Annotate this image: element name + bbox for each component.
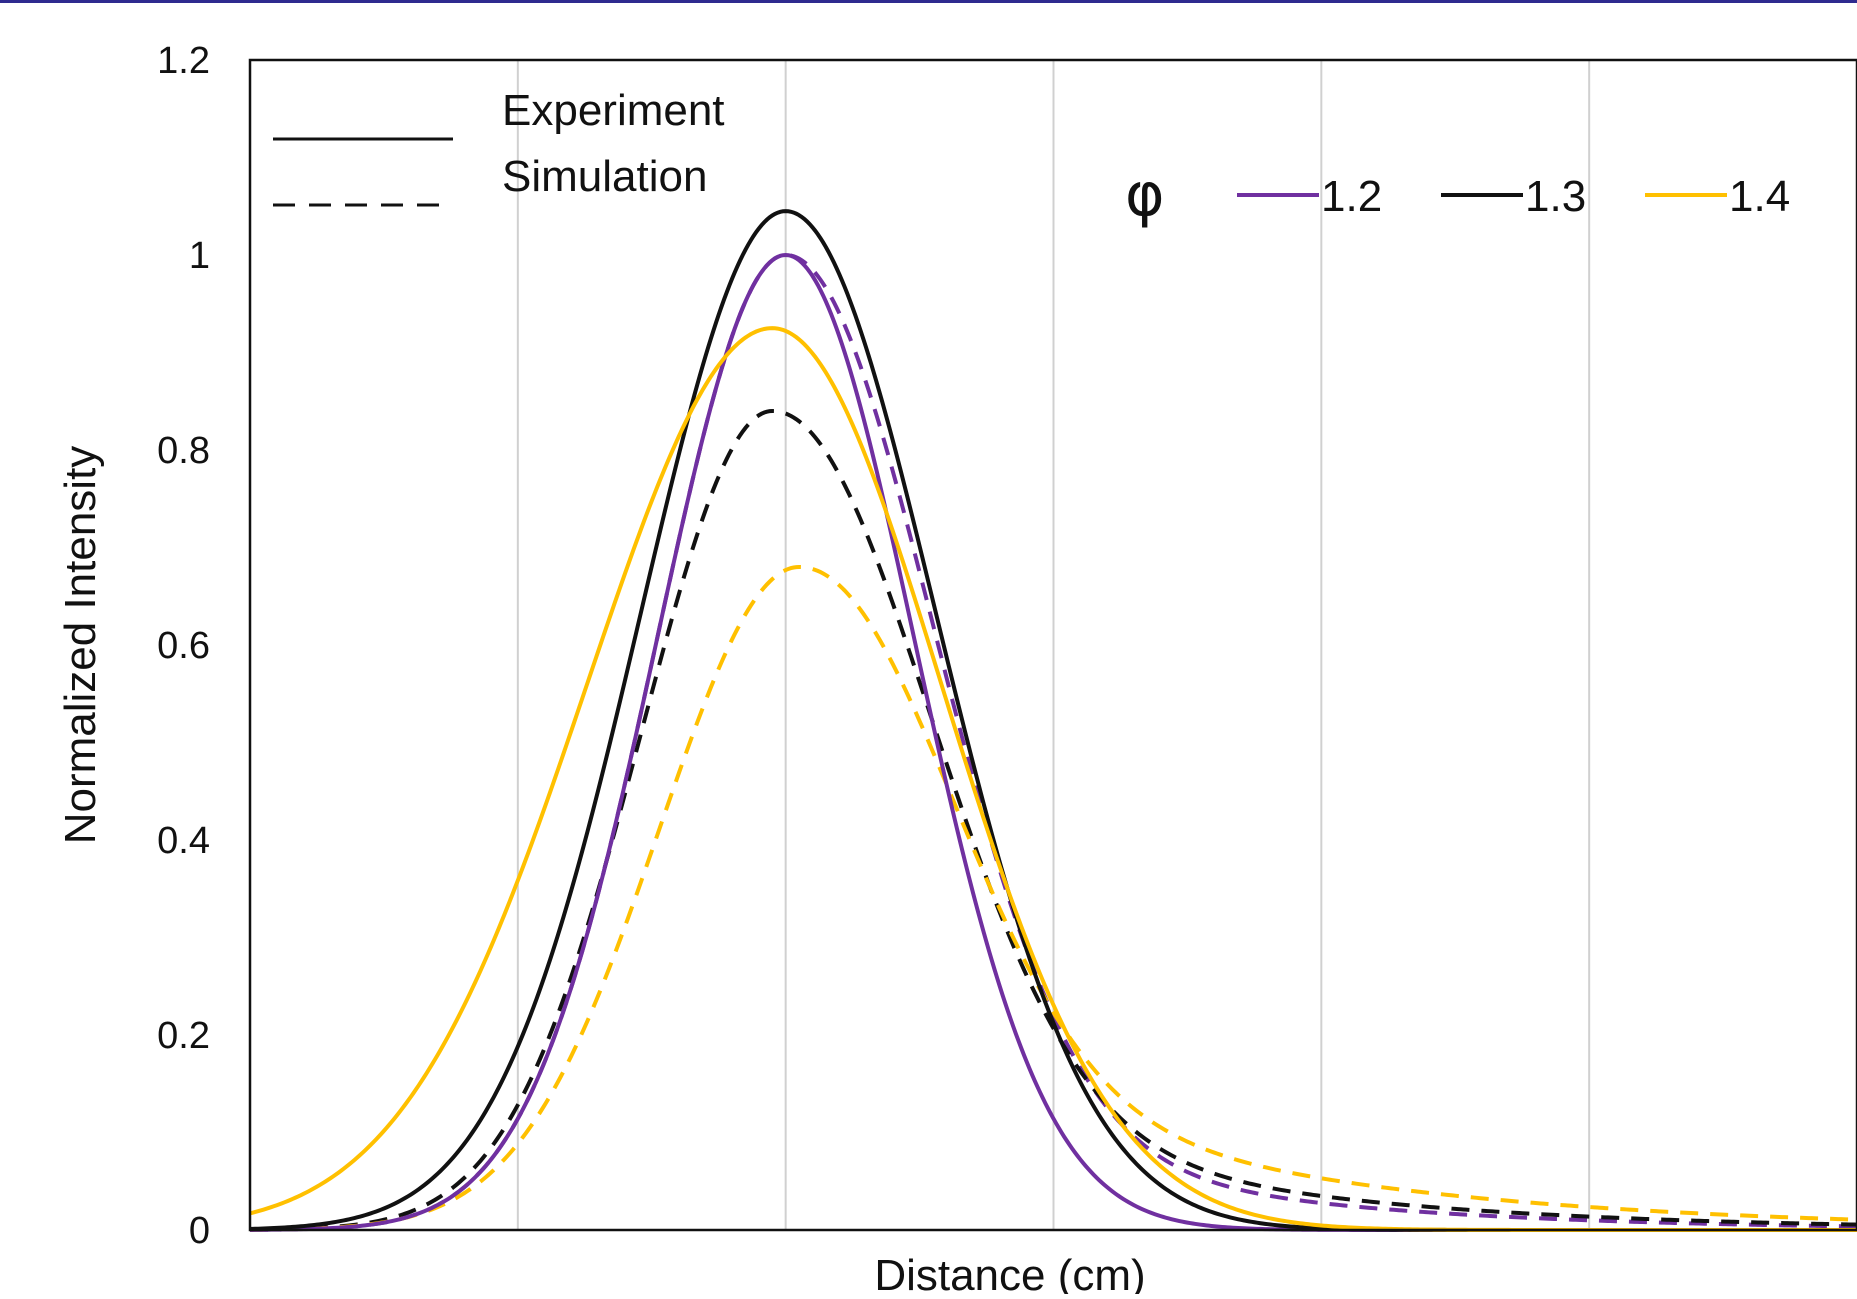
legend-phi-label: 1.2 xyxy=(1321,172,1382,221)
legend-phi-label: 1.3 xyxy=(1525,172,1586,221)
y-axis-title: Normalized Intensity xyxy=(56,446,105,845)
series-line-simulation-1-4 xyxy=(249,564,1857,1232)
top-border-line xyxy=(0,0,1857,3)
y-tick-label: 0.6 xyxy=(157,625,210,667)
x-axis-title: Distance (cm) xyxy=(874,1251,1145,1294)
y-tick-label: 0.8 xyxy=(157,430,210,472)
y-tick-label: 1 xyxy=(189,235,210,277)
phi-legend: φ 1.2 1.3 1.4 xyxy=(1125,160,1790,230)
y-tick-label: 1.2 xyxy=(157,40,210,82)
y-tick-label: 0.2 xyxy=(157,1015,210,1057)
y-axis-ticks: 0 0.2 0.4 0.6 0.8 1 1.2 xyxy=(157,40,210,1252)
legend-phi-label: 1.4 xyxy=(1729,172,1790,221)
y-tick-label: 0.4 xyxy=(157,820,210,862)
plot-area-border xyxy=(248,58,1857,1232)
legend-experiment-label: Experiment xyxy=(502,86,725,135)
series-line-simulation-1-3 xyxy=(249,408,1857,1232)
legend-simulation-label: Simulation xyxy=(502,152,707,201)
style-legend: Experiment Simulation xyxy=(273,86,725,207)
y-tick-label: 0 xyxy=(189,1210,210,1252)
grid-lines xyxy=(516,60,1591,1230)
legend-phi-symbol: φ xyxy=(1125,160,1165,230)
